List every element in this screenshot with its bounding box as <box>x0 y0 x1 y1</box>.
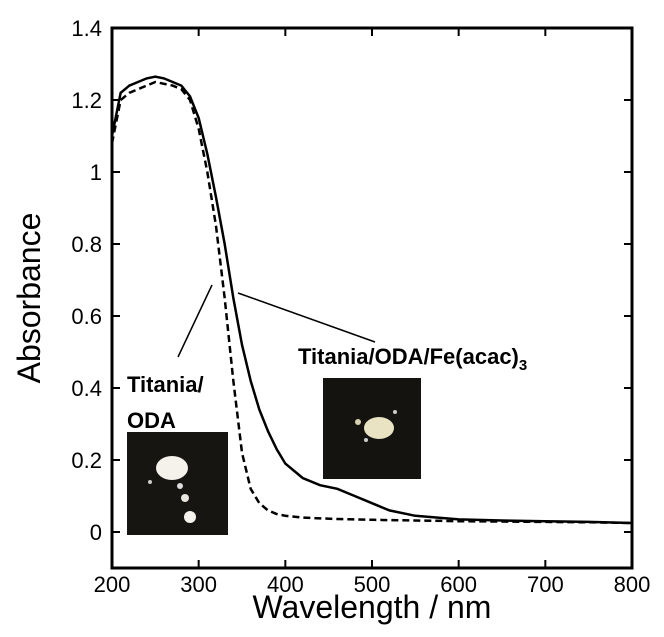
y-tick-label: 1 <box>90 160 102 185</box>
y-tick-label: 0.2 <box>71 448 102 473</box>
annotation-subscript: 3 <box>519 357 527 374</box>
x-tick-label: 200 <box>94 572 131 597</box>
x-axis-label: Wavelength / nm <box>253 589 492 625</box>
annotation-text: Titania/ODA/Fe(acac) <box>298 344 519 369</box>
photo-titania-oda <box>127 432 228 535</box>
y-tick-label: 0.8 <box>71 232 102 257</box>
photo-titania-oda-fe <box>323 378 421 479</box>
x-tick-label: 700 <box>527 572 564 597</box>
x-tick-label: 300 <box>180 572 217 597</box>
series-line <box>110 80 633 525</box>
x-tick-label: 800 <box>614 572 651 597</box>
x-tick-label: 400 <box>267 572 304 597</box>
annotation: Titania/ODA/Fe(acac)3 <box>298 344 527 374</box>
annotation: ODA <box>127 408 176 433</box>
y-tick-label: 0.4 <box>71 376 102 401</box>
annotation: Titania/ <box>127 372 204 397</box>
leader-line <box>177 284 213 358</box>
x-tick-label: 500 <box>354 572 391 597</box>
y-tick-label: 1.2 <box>71 88 102 113</box>
leader-line <box>237 292 376 343</box>
y-tick-label: 1.4 <box>71 16 102 41</box>
y-axis-label: Absorbance <box>11 213 47 384</box>
y-tick-label: 0 <box>90 520 102 545</box>
y-tick-label: 0.6 <box>71 304 102 329</box>
series-line <box>110 75 633 525</box>
x-tick-label: 600 <box>440 572 477 597</box>
